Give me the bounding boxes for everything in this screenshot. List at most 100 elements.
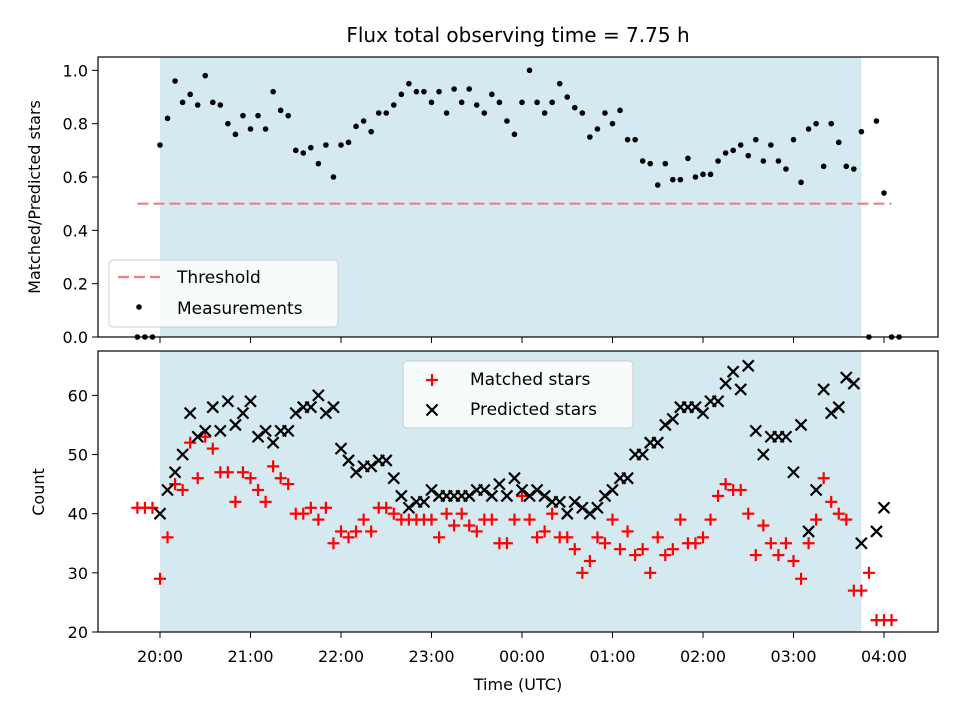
matched-star-point	[229, 495, 242, 508]
predicted-star-point	[508, 471, 521, 485]
matched-star-point	[470, 525, 483, 538]
predicted-star-point-b	[183, 406, 197, 420]
legend-predicted-swatch	[425, 403, 439, 417]
predicted-star-point	[530, 483, 544, 497]
measurement-point	[775, 158, 782, 164]
bottom-x-tick-label: 23:00	[408, 647, 454, 666]
measurement-point	[858, 128, 865, 135]
matched-star-point	[425, 513, 438, 526]
predicted-star-point	[817, 383, 830, 396]
matched-star-point	[772, 549, 785, 562]
predicted-star-point	[779, 430, 793, 444]
measurement-point	[428, 99, 435, 106]
measurement-point	[881, 190, 887, 196]
measurement-point	[270, 88, 276, 95]
measurement-point	[157, 142, 163, 148]
measurement-point	[232, 131, 239, 138]
measurement-point	[798, 179, 804, 186]
matched-star-point	[455, 507, 468, 520]
matched-star-point	[448, 519, 461, 532]
predicted-star-point	[281, 424, 295, 438]
measurement-point	[458, 99, 465, 106]
legend-predicted-marker	[425, 403, 439, 417]
legend-predicted-label: Predicted stars	[470, 400, 597, 420]
measurement-point	[707, 171, 714, 178]
predicted-star-point-b	[711, 395, 725, 408]
predicted-star-point-b	[500, 489, 514, 503]
predicted-star-point-b	[221, 395, 235, 408]
predicted-star-point-b	[508, 471, 521, 485]
measurement-point	[375, 110, 382, 116]
matched-star-point	[583, 555, 596, 568]
predicted-star-point	[734, 383, 747, 396]
predicted-star-point-b	[515, 483, 529, 497]
predicted-star-point	[870, 525, 883, 538]
measurement-point	[164, 115, 171, 122]
predicted-star-point-b	[726, 365, 740, 378]
matched-star-point	[764, 537, 777, 550]
predicted-star-point-b	[576, 501, 589, 515]
matched-star-point	[259, 495, 272, 508]
predicted-star-point	[259, 424, 272, 438]
predicted-star-point-b	[636, 448, 649, 461]
matched-star-point	[629, 549, 642, 562]
measurement-point	[587, 134, 593, 140]
matched-star-point	[644, 566, 657, 579]
predicted-star-point	[689, 400, 702, 414]
bottom-x-tick-label: 22:00	[318, 647, 364, 666]
measurement-point	[496, 99, 503, 106]
matched-stars-series	[131, 430, 898, 627]
matched-star-point	[335, 525, 347, 538]
predicted-star-point	[787, 465, 800, 479]
predicted-star-point-b	[523, 489, 536, 503]
predicted-star-point	[832, 400, 846, 414]
predicted-star-point-b	[560, 507, 574, 520]
predicted-star-point	[198, 424, 212, 438]
predicted-star-point-b	[719, 377, 732, 390]
predicted-star-point-b	[734, 383, 747, 396]
measurement-point	[549, 99, 555, 106]
measurement-point	[579, 110, 586, 116]
predicted-star-point-b	[379, 454, 393, 467]
predicted-star-point	[598, 489, 612, 503]
x-axis-label: Time (UTC)	[473, 675, 562, 694]
legend-measurements-label: Measurements	[177, 299, 303, 319]
measurement-point	[194, 102, 201, 108]
matched-star-point	[319, 501, 332, 514]
top-panel: 0.0 0.2 0.4 0.6 0.8 1.0 Matched/Predicted sta…	[25, 56, 939, 347]
predicted-star-point-b	[168, 465, 182, 479]
top-y-tick-label: 0.2	[63, 275, 88, 294]
predicted-star-point-b	[387, 471, 401, 485]
measurement-point	[179, 99, 186, 106]
bottom-y-tick-label: 60	[68, 386, 88, 405]
predicted-star-point-b	[847, 377, 861, 390]
top-legend: Threshold Measurements	[108, 259, 339, 328]
measurement-point	[285, 112, 292, 119]
predicted-star-point-b	[176, 448, 189, 461]
bottom-legend: Matched stars Predicted stars	[402, 360, 634, 429]
chart-title: Flux total observing time = 7.75 h	[346, 23, 689, 47]
matched-star-point	[817, 472, 830, 485]
measurement-point	[647, 160, 654, 167]
matched-star-point	[199, 430, 212, 443]
predicted-star-point-b	[327, 400, 340, 414]
matched-star-point	[440, 507, 453, 520]
measurement-point	[556, 80, 563, 87]
predicted-star-point	[221, 395, 235, 408]
top-y-tick-label: 0.0	[63, 328, 88, 347]
measurement-point	[617, 107, 623, 114]
matched-star-point	[523, 513, 536, 526]
matched-star-point	[380, 501, 393, 514]
predicted-star-point-b	[794, 418, 808, 432]
predicted-star-point-b	[787, 465, 800, 479]
measurement-point	[594, 126, 601, 132]
measurement-point	[790, 136, 797, 143]
predicted-star-point	[327, 400, 340, 414]
predicted-star-point-b	[206, 400, 220, 414]
predicted-star-point	[719, 377, 732, 390]
matched-star-point	[704, 513, 717, 526]
matched-star-point	[591, 531, 604, 544]
measurement-point	[685, 155, 691, 162]
matched-star-point	[500, 537, 513, 550]
predicted-star-point-b	[598, 489, 612, 503]
